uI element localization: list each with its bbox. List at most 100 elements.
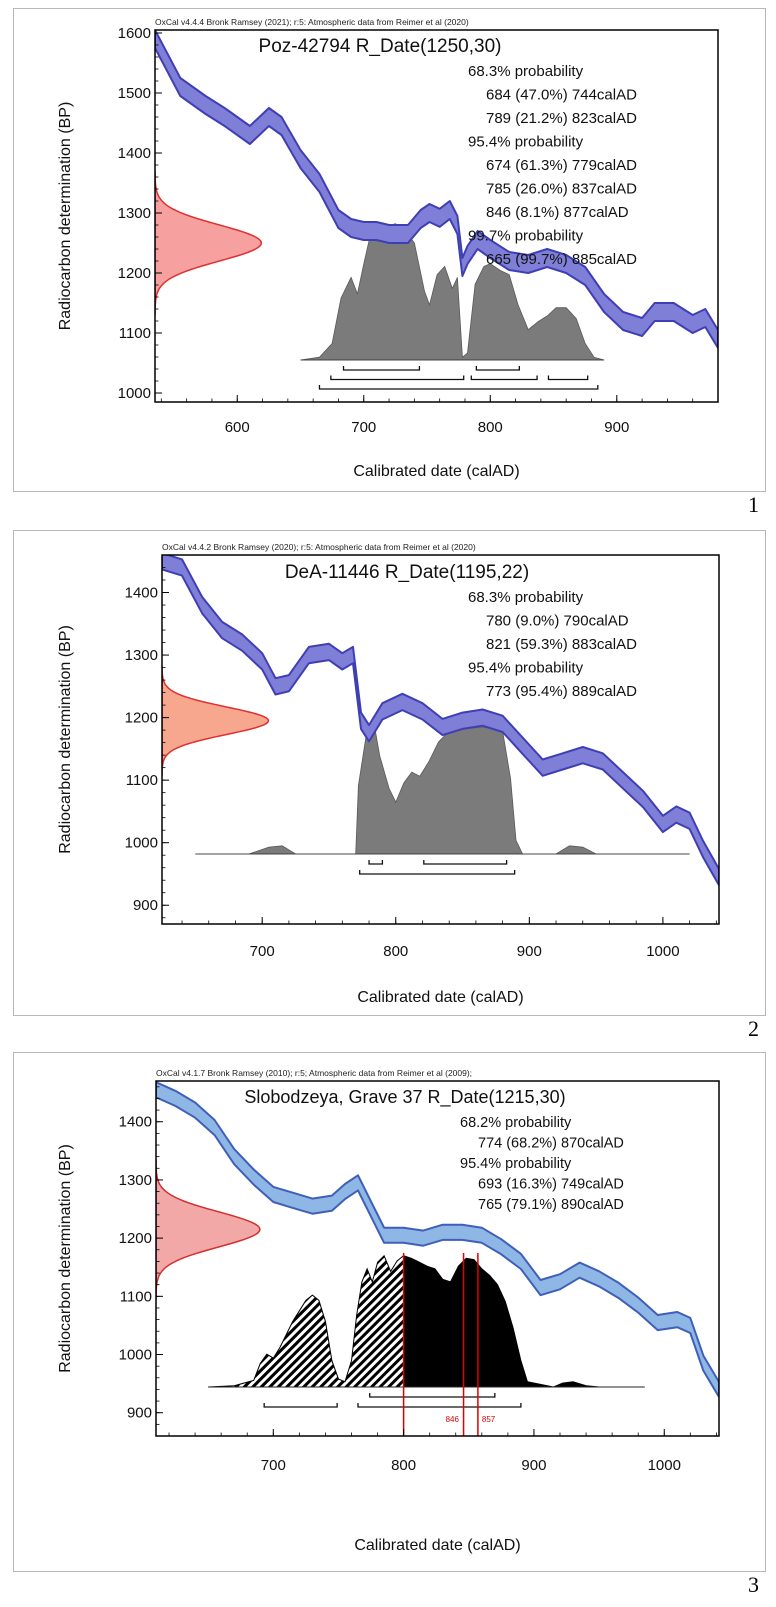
chart-3-marker-label: 857	[482, 1415, 496, 1424]
chart-2-probability-line: 773 (95.4%) 889calAD	[486, 683, 637, 700]
chart-3-x-tick-label: 1000	[648, 1457, 681, 1474]
panel-number-1: 1	[748, 492, 759, 517]
chart-1-range-bar	[547, 375, 589, 381]
chart-2-x-tick-label: 700	[250, 943, 275, 960]
chart-2-x-tick-label: 800	[383, 943, 408, 960]
chart-3-y-axis-label: Radiocarbon determination (BP)	[57, 1144, 74, 1373]
chart-1-calibration-curve	[155, 30, 718, 349]
chart-1-y-axis-label: Radiocarbon determination (BP)	[57, 102, 74, 331]
chart-1-y-tick-label: 1100	[119, 325, 151, 342]
chart-1-x-tick-label: 600	[225, 419, 250, 436]
chart-3-header: OxCal v4.1.7 Bronk Ramsey (2010); r:5; A…	[156, 1068, 472, 1078]
chart-1-y-tick-label: 1600	[118, 25, 151, 42]
chart-2-y-tick-label: 1300	[125, 647, 158, 664]
chart-2-x-tick-label: 900	[517, 943, 542, 960]
chart-3-marker-label: 846	[446, 1415, 460, 1424]
chart-2-header: OxCal v4.4.2 Bronk Ramsey (2020); r:5: A…	[162, 542, 476, 552]
chart-1-x-tick-label: 900	[604, 419, 629, 436]
chart-3-x-axis-label: Calibrated date (calAD)	[354, 1537, 520, 1554]
chart-1-probability-line: 95.4% probability	[468, 134, 584, 151]
chart-1-x-axis-label: Calibrated date (calAD)	[353, 463, 519, 480]
chart-1-title: Poz-42794 R_Date(1250,30)	[259, 36, 502, 57]
chart-1-probability-line: 674 (61.3%) 779calAD	[486, 157, 637, 174]
chart-3-calibration-curve	[156, 1081, 719, 1398]
chart-3-probability-line: 774 (68.2%) 870calAD	[478, 1136, 624, 1152]
chart-3-range-bar	[357, 1403, 522, 1408]
panel-number-3: 3	[748, 1572, 759, 1597]
chart-1-group: OxCal v4.4.4 Bronk Ramsey (2021); r:5: A…	[57, 17, 719, 480]
chart-1-y-tick-label: 1500	[118, 85, 151, 102]
chart-2-plot-frame	[161, 554, 720, 925]
chart-2-range-bar	[423, 860, 508, 865]
chart-3-title: Slobodzeya, Grave 37 R_Date(1215,30)	[244, 1087, 565, 1108]
chart-3-y-tick-label: 1400	[119, 1114, 152, 1131]
chart-3-measurement-distribution	[156, 1159, 261, 1300]
chart-1-header: OxCal v4.4.4 Bronk Ramsey (2021); r:5: A…	[155, 17, 469, 27]
chart-2-probability-line: 95.4% probability	[468, 660, 584, 677]
chart-1-probability-line: 785 (26.0%) 837calAD	[486, 181, 637, 198]
chart-3-y-tick-label: 1100	[120, 1288, 152, 1305]
chart-1-range-bar	[342, 366, 421, 371]
chart-3-x-tick-label: 700	[261, 1457, 286, 1474]
chart-1-range-bar	[318, 385, 599, 390]
chart-3-x-tick-label: 900	[521, 1457, 546, 1474]
chart-2-probability-line: 780 (9.0%) 790calAD	[486, 613, 629, 630]
chart-2-x-tick-label: 1000	[646, 943, 679, 960]
chart-1-plot-frame	[154, 29, 719, 403]
chart-1-probability-line: 846 (8.1%) 877calAD	[486, 204, 629, 221]
chart-3-y-tick-label: 1300	[119, 1172, 152, 1189]
chart-2-y-axis-label: Radiocarbon determination (BP)	[57, 625, 74, 854]
chart-2-plot-area	[162, 555, 719, 887]
chart-2-calibration-curve	[162, 555, 719, 887]
chart-panel-3-frame	[13, 1052, 766, 1572]
chart-1-probability-line: 99.7% probability	[468, 228, 584, 245]
chart-1-y-tick-label: 1400	[118, 145, 151, 162]
chart-2-x-axis-label: Calibrated date (calAD)	[357, 989, 523, 1006]
chart-3-y-tick-label: 900	[127, 1405, 152, 1422]
chart-3-y-tick-label: 1000	[119, 1347, 152, 1364]
chart-1-range-bar	[475, 366, 521, 371]
chart-3-range-bar	[369, 1393, 496, 1398]
panel-number-2: 2	[748, 1016, 759, 1041]
chart-2-range-bar	[359, 870, 516, 875]
chart-3-probability-line: 765 (79.1%) 890calAD	[478, 1197, 624, 1213]
chart-1-probability-line: 684 (47.0%) 744calAD	[486, 87, 637, 104]
chart-2-probability-line: 821 (59.3%) 883calAD	[486, 636, 637, 653]
chart-1-posterior	[300, 223, 605, 361]
chart-2-y-tick-label: 1000	[125, 835, 158, 852]
chart-1-range-bar	[470, 375, 538, 381]
chart-1-y-tick-label: 1200	[118, 265, 151, 282]
chart-3-x-tick-label: 800	[391, 1457, 416, 1474]
chart-3-probability-line: 68.2% probability	[460, 1115, 572, 1131]
chart-1-measurement-distribution	[155, 170, 263, 316]
chart-2-title: DeA-11446 R_Date(1195,22)	[285, 562, 529, 583]
chart-3-range-bar	[263, 1403, 338, 1408]
chart-2-y-tick-label: 1200	[125, 710, 158, 727]
chart-2-probability-line: 68.3% probability	[468, 589, 584, 606]
chart-1-x-tick-label: 800	[478, 419, 503, 436]
chart-2-y-tick-label: 900	[133, 897, 158, 914]
chart-3-posterior-hatched	[208, 1254, 404, 1388]
chart-1-probability-line: 789 (21.2%) 823calAD	[486, 110, 637, 127]
chart-3-plot-area	[156, 1081, 719, 1436]
chart-3-probability-line: 693 (16.3%) 749calAD	[478, 1177, 624, 1193]
chart-2-y-tick-label: 1400	[125, 585, 158, 602]
chart-1-y-tick-label: 1000	[118, 385, 151, 402]
chart-1-probability-line: 68.3% probability	[468, 63, 584, 80]
chart-2-group: OxCal v4.4.2 Bronk Ramsey (2020); r:5: A…	[57, 542, 720, 1006]
chart-3-group: OxCal v4.1.7 Bronk Ramsey (2010); r:5; A…	[57, 1068, 720, 1554]
chart-1-y-tick-label: 1300	[118, 205, 151, 222]
chart-2-measurement-distribution	[162, 665, 270, 776]
chart-panel-2-frame	[13, 530, 766, 1016]
chart-3-plot-frame	[155, 1080, 720, 1437]
chart-3-y-tick-label: 1200	[119, 1230, 152, 1247]
chart-2-range-bar	[368, 860, 384, 865]
chart-panel-1-frame	[13, 8, 766, 492]
chart-1-range-bar	[330, 375, 465, 381]
chart-2-y-tick-label: 1100	[126, 772, 158, 789]
chart-1-x-tick-label: 700	[351, 419, 376, 436]
chart-1-probability-line: 665 (99.7%) 885calAD	[486, 251, 637, 268]
chart-3-probability-line: 95.4% probability	[460, 1156, 572, 1172]
chart-1-plot-area	[155, 30, 718, 390]
